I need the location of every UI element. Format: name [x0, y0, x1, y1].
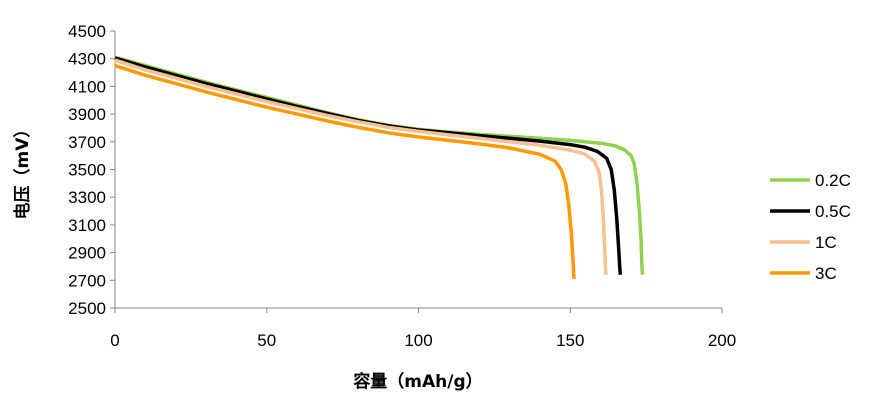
legend-item: 0.2C: [770, 171, 851, 190]
legend-item: 3C: [770, 264, 837, 283]
series-line-3: [114, 58, 608, 275]
legend-label: 3C: [815, 264, 837, 283]
legend: 0.2C 0.5C 1C 3C: [770, 171, 851, 283]
x-tick-label: 200: [708, 331, 736, 350]
y-tick-label: 3900: [68, 105, 106, 124]
y-axis-ticks: 2500 2700 2900 3100 3300 3500 3700 3900 4100 4300…: [68, 22, 115, 318]
y-tick-label: 3100: [68, 216, 106, 235]
x-tick-label: 0: [110, 331, 119, 350]
legend-item: 1C: [770, 233, 837, 252]
x-tick-label: 100: [404, 331, 432, 350]
plot-area: [114, 31, 722, 309]
series-layer: [114, 55, 645, 279]
legend-label: 0.2C: [815, 171, 851, 190]
x-axis-title: 容量（mAh/g）: [353, 371, 482, 392]
y-tick-label: 3500: [68, 161, 106, 180]
series-line-4: [114, 63, 576, 279]
y-tick-label: 4500: [68, 22, 106, 41]
y-tick-label: 4300: [68, 50, 106, 69]
legend-label: 1C: [815, 233, 837, 252]
y-tick-label: 3700: [68, 133, 106, 152]
x-tick-label: 150: [556, 331, 584, 350]
y-tick-label: 2700: [68, 271, 106, 290]
y-tick-label: 2500: [68, 299, 106, 318]
y-tick-label: 3300: [68, 188, 106, 207]
legend-item: 0.5C: [770, 202, 851, 221]
y-tick-label: 4100: [68, 77, 106, 96]
series-line-2: [114, 56, 623, 275]
legend-label: 0.5C: [815, 202, 851, 221]
y-tick-label: 2900: [68, 244, 106, 263]
x-tick-label: 50: [257, 331, 276, 350]
x-axis-ticks: 0 50 100 150 200: [110, 308, 736, 350]
y-axis-title: 电压（mV）: [12, 121, 33, 220]
